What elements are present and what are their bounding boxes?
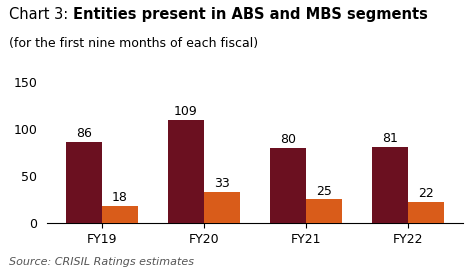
Text: Source: CRISIL Ratings estimates: Source: CRISIL Ratings estimates xyxy=(9,256,194,267)
Text: 109: 109 xyxy=(174,105,198,118)
Bar xyxy=(372,147,408,223)
Bar xyxy=(408,202,444,223)
Bar xyxy=(168,120,204,223)
Text: Chart 3:: Chart 3: xyxy=(9,7,73,22)
Bar xyxy=(306,199,342,223)
Text: 22: 22 xyxy=(418,187,434,200)
Bar xyxy=(66,142,102,223)
Text: 81: 81 xyxy=(382,132,398,145)
Text: 33: 33 xyxy=(214,177,229,190)
Text: 25: 25 xyxy=(316,185,332,197)
Bar xyxy=(102,206,137,223)
Text: 86: 86 xyxy=(76,127,92,140)
Legend: ABS, MBS: ABS, MBS xyxy=(183,269,327,272)
Bar xyxy=(204,192,240,223)
Bar xyxy=(270,148,306,223)
Text: (for the first nine months of each fiscal): (for the first nine months of each fisca… xyxy=(9,37,259,50)
Text: 80: 80 xyxy=(280,133,296,146)
Text: Entities present in ABS and MBS segments: Entities present in ABS and MBS segments xyxy=(73,7,428,22)
Text: 18: 18 xyxy=(112,191,127,204)
